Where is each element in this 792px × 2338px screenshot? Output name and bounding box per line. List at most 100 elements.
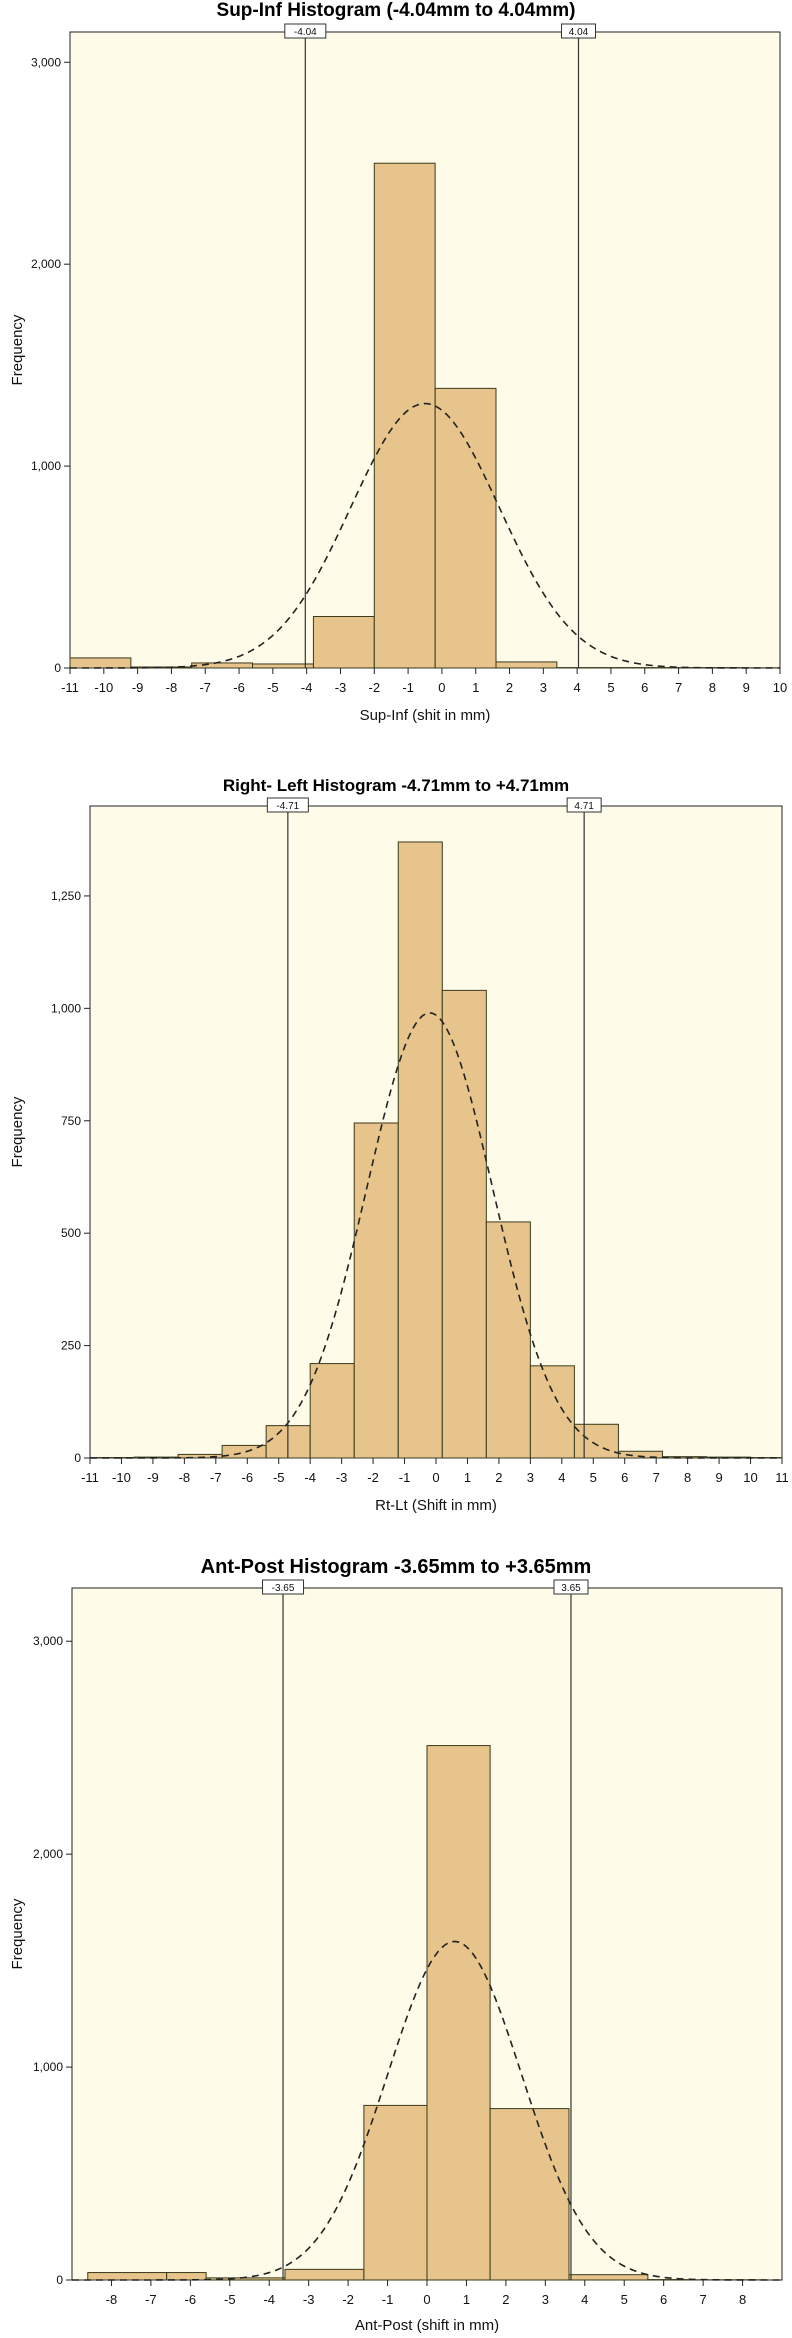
x-tick-label: -6 bbox=[241, 1470, 253, 1485]
y-tick-label: 1,000 bbox=[33, 2060, 63, 2074]
histogram-bar bbox=[69, 657, 132, 669]
y-tick-label: 2,000 bbox=[33, 1847, 63, 1861]
x-tick-label: -10 bbox=[112, 1470, 131, 1485]
chart-title: Ant-Post Histogram -3.65mm to +3.65mm bbox=[200, 1556, 592, 1578]
histogram-bar bbox=[373, 162, 436, 669]
x-tick-label: 4 bbox=[581, 2292, 588, 2307]
reference-label: 3.65 bbox=[561, 1583, 581, 1594]
histogram-bar bbox=[191, 662, 254, 669]
x-tick-label: -1 bbox=[402, 680, 414, 695]
histogram-bar bbox=[495, 661, 558, 669]
x-tick-label: -2 bbox=[369, 680, 381, 695]
histogram-bar bbox=[252, 663, 314, 669]
chart-title: Sup-Inf Histogram (-4.04mm to 4.04mm) bbox=[216, 0, 576, 21]
x-axis-label: Rt-Lt (Shift in mm) bbox=[375, 1497, 497, 1514]
histogram-svg: -4.71 4.71-11 -10 -9 -8 -7 -6 -5 -4 -3 -2 -1 0 1 2 3 4 5 6… bbox=[9, 797, 789, 1514]
chart-title: Right- Left Histogram -4.71mm to +4.71mm bbox=[222, 776, 570, 795]
x-tick-label: -11 bbox=[81, 1470, 99, 1485]
x-tick-label: -5 bbox=[267, 680, 279, 695]
x-tick-label: 0 bbox=[423, 2292, 430, 2307]
y-axis-label: Frequency bbox=[9, 314, 26, 385]
normal-curve bbox=[90, 1012, 782, 1459]
histogram-bar bbox=[434, 387, 497, 669]
reference-label: -3.65 bbox=[272, 1583, 295, 1594]
y-tick-label: 0 bbox=[56, 2273, 63, 2287]
x-tick-label: 5 bbox=[621, 2292, 628, 2307]
y-tick-label: 3,000 bbox=[31, 55, 61, 69]
x-tick-label: 1 bbox=[463, 2292, 470, 2307]
x-tick-label: 6 bbox=[641, 680, 648, 695]
x-tick-label: -8 bbox=[179, 1470, 191, 1485]
x-tick-label: 3 bbox=[542, 2292, 549, 2307]
x-tick-label: 0 bbox=[432, 1470, 439, 1485]
x-tick-label: 10 bbox=[743, 1470, 757, 1485]
y-tick-label: 250 bbox=[61, 1339, 81, 1353]
x-tick-label: 9 bbox=[715, 1470, 722, 1485]
histogram-svg: -3.65 3.65 -8 -7 -6 -5 -4 -3 -2 -1 0 1 2 3 4 5 6 7 8 0 1,000… bbox=[9, 1579, 783, 2334]
histogram-bar bbox=[529, 1365, 575, 1459]
x-tick-label: 6 bbox=[660, 2292, 667, 2307]
histogram-bar bbox=[166, 2272, 207, 2281]
histogram-bar bbox=[568, 2274, 649, 2281]
histogram-bar bbox=[426, 1745, 491, 2281]
reference-label: -4.04 bbox=[294, 27, 317, 38]
x-tick-label: -7 bbox=[210, 1470, 222, 1485]
x-tick-label: 4 bbox=[558, 1470, 565, 1485]
histogram-bar bbox=[397, 841, 443, 1459]
histogram-bar bbox=[353, 1122, 399, 1459]
x-tick-label: 7 bbox=[675, 680, 682, 695]
y-tick-label: 3,000 bbox=[33, 1634, 63, 1648]
histogram-bar bbox=[363, 2104, 428, 2281]
reference-label-box bbox=[284, 23, 327, 39]
x-tick-label: -6 bbox=[185, 2292, 197, 2307]
x-tick-label: -10 bbox=[94, 680, 113, 695]
x-tick-label: -4 bbox=[304, 1470, 316, 1485]
y-axis-label: Frequency bbox=[9, 1096, 26, 1167]
reference-label-box bbox=[566, 797, 602, 813]
x-tick-label: 7 bbox=[653, 1470, 660, 1485]
histogram-bar bbox=[87, 2272, 168, 2281]
histogram-bar bbox=[441, 989, 487, 1459]
x-tick-label: -3 bbox=[335, 680, 347, 695]
histogram-svg: -4.04 4.04-11 -10 -9 -8 -7 -6 -5 -4 -3 -2 -1 0 1 2 3 4 5 6… bbox=[9, 23, 787, 724]
y-tick-label: 1,000 bbox=[51, 1001, 81, 1015]
x-tick-label: 3 bbox=[527, 1470, 534, 1485]
histogram-bar bbox=[489, 2108, 570, 2281]
x-tick-label: -1 bbox=[382, 2292, 394, 2307]
x-tick-label: 11 bbox=[775, 1470, 789, 1485]
x-tick-label: 4 bbox=[574, 680, 581, 695]
x-tick-label: -8 bbox=[106, 2292, 118, 2307]
x-tick-label: 1 bbox=[472, 680, 479, 695]
x-tick-label: 8 bbox=[739, 2292, 746, 2307]
reference-label: 4.04 bbox=[569, 27, 589, 38]
histogram-bar bbox=[617, 1450, 663, 1459]
histogram-bar bbox=[309, 1363, 355, 1459]
reference-label-box bbox=[266, 797, 309, 813]
reference-label-box bbox=[553, 1579, 589, 1595]
x-tick-label: -3 bbox=[303, 2292, 315, 2307]
x-tick-label: 1 bbox=[464, 1470, 471, 1485]
x-tick-label: -4 bbox=[263, 2292, 275, 2307]
chart-ant-post: Ant-Post Histogram -3.65mm to +3.65mm -3… bbox=[0, 1550, 792, 2338]
reference-label-box bbox=[560, 23, 596, 39]
x-tick-label: 9 bbox=[743, 680, 750, 695]
y-tick-label: 0 bbox=[74, 1451, 81, 1465]
x-tick-label: -11 bbox=[61, 680, 79, 695]
y-tick-label: 1,250 bbox=[51, 889, 81, 903]
histogram-bar bbox=[573, 1423, 619, 1459]
reference-label: 4.71 bbox=[574, 801, 594, 812]
x-tick-label: 2 bbox=[502, 2292, 509, 2307]
y-tick-label: 2,000 bbox=[31, 257, 61, 271]
x-tick-label: 7 bbox=[699, 2292, 706, 2307]
x-axis-label: Sup-Inf (shit in mm) bbox=[360, 707, 491, 724]
y-axis-label: Frequency bbox=[9, 1898, 26, 1969]
x-tick-label: -8 bbox=[166, 680, 178, 695]
x-tick-label: 5 bbox=[607, 680, 614, 695]
x-tick-label: -5 bbox=[224, 2292, 236, 2307]
y-tick-label: 1,000 bbox=[31, 459, 61, 473]
y-tick-label: 0 bbox=[54, 661, 61, 675]
x-tick-label: 3 bbox=[540, 680, 547, 695]
x-tick-label: 8 bbox=[709, 680, 716, 695]
x-axis-label: Ant-Post (shift in mm) bbox=[355, 2317, 499, 2334]
x-tick-label: -1 bbox=[399, 1470, 411, 1485]
